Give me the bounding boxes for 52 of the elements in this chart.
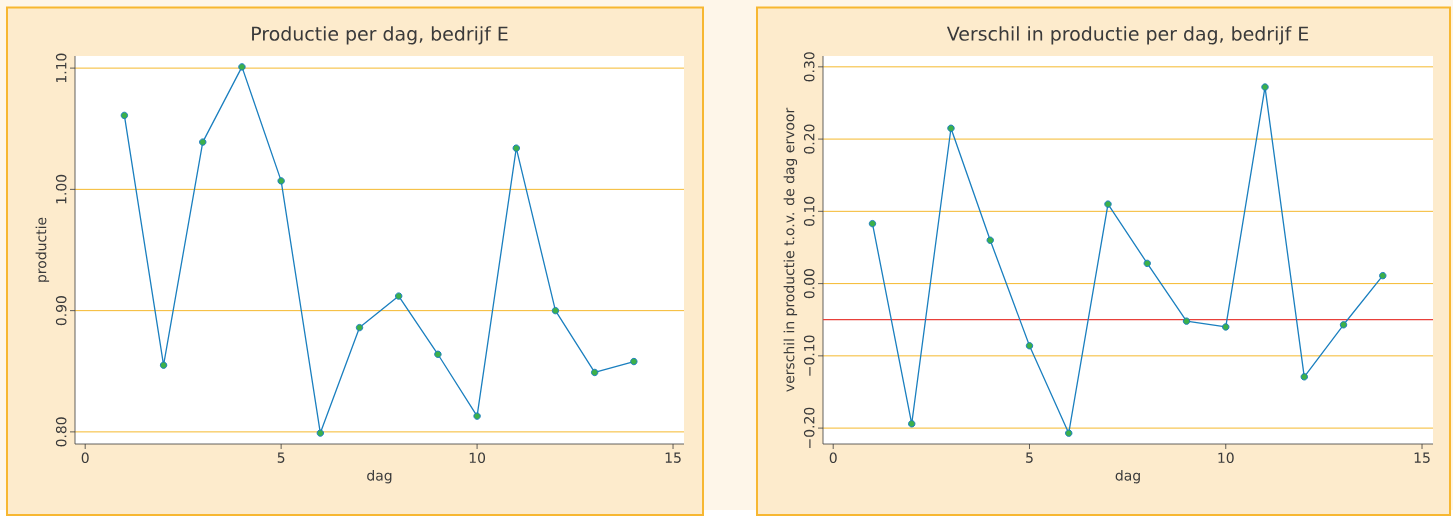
point bbox=[473, 412, 481, 420]
point bbox=[1379, 271, 1387, 280]
point bbox=[1261, 83, 1269, 91]
y-tick-label: 1.00 bbox=[55, 174, 67, 204]
point bbox=[908, 420, 916, 428]
chart-title: Productie per dag, bedrijf E bbox=[252, 26, 508, 45]
y-tick-label: 0.80 bbox=[55, 417, 67, 447]
point bbox=[1065, 429, 1073, 437]
point bbox=[1025, 342, 1034, 350]
y-tick-label: −0.10 bbox=[803, 335, 815, 376]
x-tick-label: 15 bbox=[1414, 452, 1430, 463]
point bbox=[947, 124, 955, 132]
y-tick-label: 0.30 bbox=[803, 52, 815, 82]
point bbox=[434, 350, 442, 358]
point bbox=[551, 306, 560, 315]
chart-title: Verschil in productie per dag, bedrijf E bbox=[946, 26, 1309, 45]
point bbox=[986, 236, 994, 244]
y-tick-label: 0.10 bbox=[803, 196, 815, 226]
point bbox=[277, 177, 285, 185]
x-tick-label: 0 bbox=[829, 452, 837, 464]
point bbox=[630, 357, 638, 366]
point bbox=[238, 63, 246, 71]
point bbox=[316, 429, 325, 437]
y-axis-title: verschil in productie t.o.v. de dag ervoor bbox=[783, 107, 798, 392]
x-tick-label: 5 bbox=[277, 452, 285, 463]
x-tick-label: 5 bbox=[1026, 452, 1033, 463]
y-tick-label: 0.00 bbox=[803, 268, 815, 299]
point bbox=[1339, 321, 1348, 329]
y-tick-label: −0.20 bbox=[803, 407, 815, 448]
x-tick-label: 10 bbox=[1218, 452, 1234, 464]
point bbox=[1182, 317, 1191, 325]
point bbox=[512, 144, 520, 152]
x-tick-label: 15 bbox=[665, 452, 681, 463]
x-tick-label: 10 bbox=[469, 452, 486, 464]
y-tick-label: 0.20 bbox=[803, 124, 815, 154]
point bbox=[395, 292, 403, 300]
x-tick-label: 0 bbox=[81, 452, 89, 464]
point bbox=[1143, 259, 1151, 268]
y-axis-title: productie bbox=[35, 217, 50, 282]
y-tick-label: 1.10 bbox=[55, 53, 67, 83]
point bbox=[355, 323, 364, 332]
point bbox=[1222, 323, 1230, 331]
point bbox=[159, 361, 168, 369]
y-tick-label: 0.90 bbox=[55, 296, 67, 326]
point bbox=[120, 111, 129, 120]
point bbox=[590, 368, 599, 377]
point bbox=[1300, 373, 1308, 381]
x-axis-title: dag bbox=[367, 469, 392, 484]
point bbox=[868, 219, 877, 228]
x-axis-title: dag bbox=[1115, 469, 1140, 484]
point bbox=[199, 138, 207, 146]
point bbox=[1104, 200, 1112, 208]
